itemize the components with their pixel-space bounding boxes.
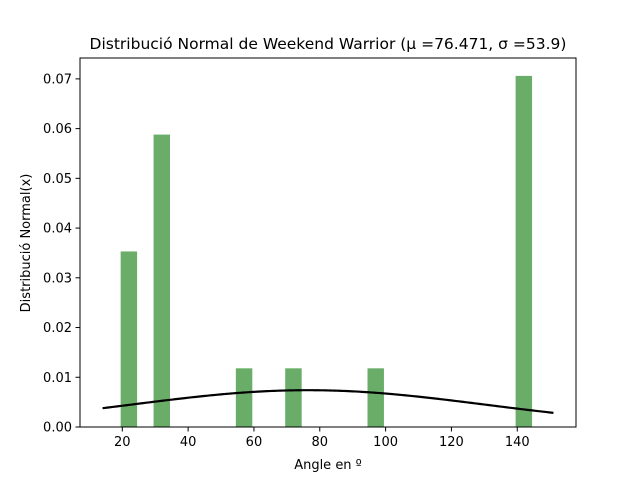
y-tick-label-0.05: 0.05 (43, 172, 72, 187)
y-tick-label-0: 0.00 (43, 421, 72, 436)
curve-layer (102, 389, 554, 414)
bar-4 (367, 368, 384, 427)
x-tick-label-20: 20 (114, 435, 131, 450)
x-tick-label-100: 100 (373, 435, 398, 450)
bar-3 (285, 368, 302, 427)
bar-1 (153, 134, 171, 427)
y-tick-label-0.07: 0.07 (43, 72, 72, 87)
bars-layer (120, 75, 533, 428)
chart-title: Distribució Normal de Weekend Warrior (μ… (90, 35, 567, 53)
y-tick-label-0.06: 0.06 (43, 122, 72, 137)
normal-curve-line (102, 389, 554, 414)
plot-frame (79, 57, 577, 428)
x-tick-label-40: 40 (180, 435, 197, 450)
x-tick-label-140: 140 (505, 435, 530, 450)
y-tick-label-0.03: 0.03 (43, 271, 72, 286)
bar-2 (235, 368, 253, 427)
bar-0 (120, 251, 138, 427)
x-axis-label: Angle en º (294, 458, 362, 473)
y-tick-label-0.01: 0.01 (43, 371, 72, 386)
axes-layer: 20 40 60 80 100 120 140 0.00 0.01 0.02 0.03 0.04 0.0… (43, 57, 577, 450)
y-tick-label-0.04: 0.04 (43, 222, 72, 237)
bar-5 (515, 75, 533, 428)
x-tick-label-60: 60 (246, 435, 263, 450)
y-tick-label-0.02: 0.02 (43, 321, 72, 336)
y-axis-label: Distribució Normal(x) (19, 174, 34, 313)
x-tick-label-120: 120 (439, 435, 464, 450)
x-tick-label-80: 80 (311, 435, 328, 450)
